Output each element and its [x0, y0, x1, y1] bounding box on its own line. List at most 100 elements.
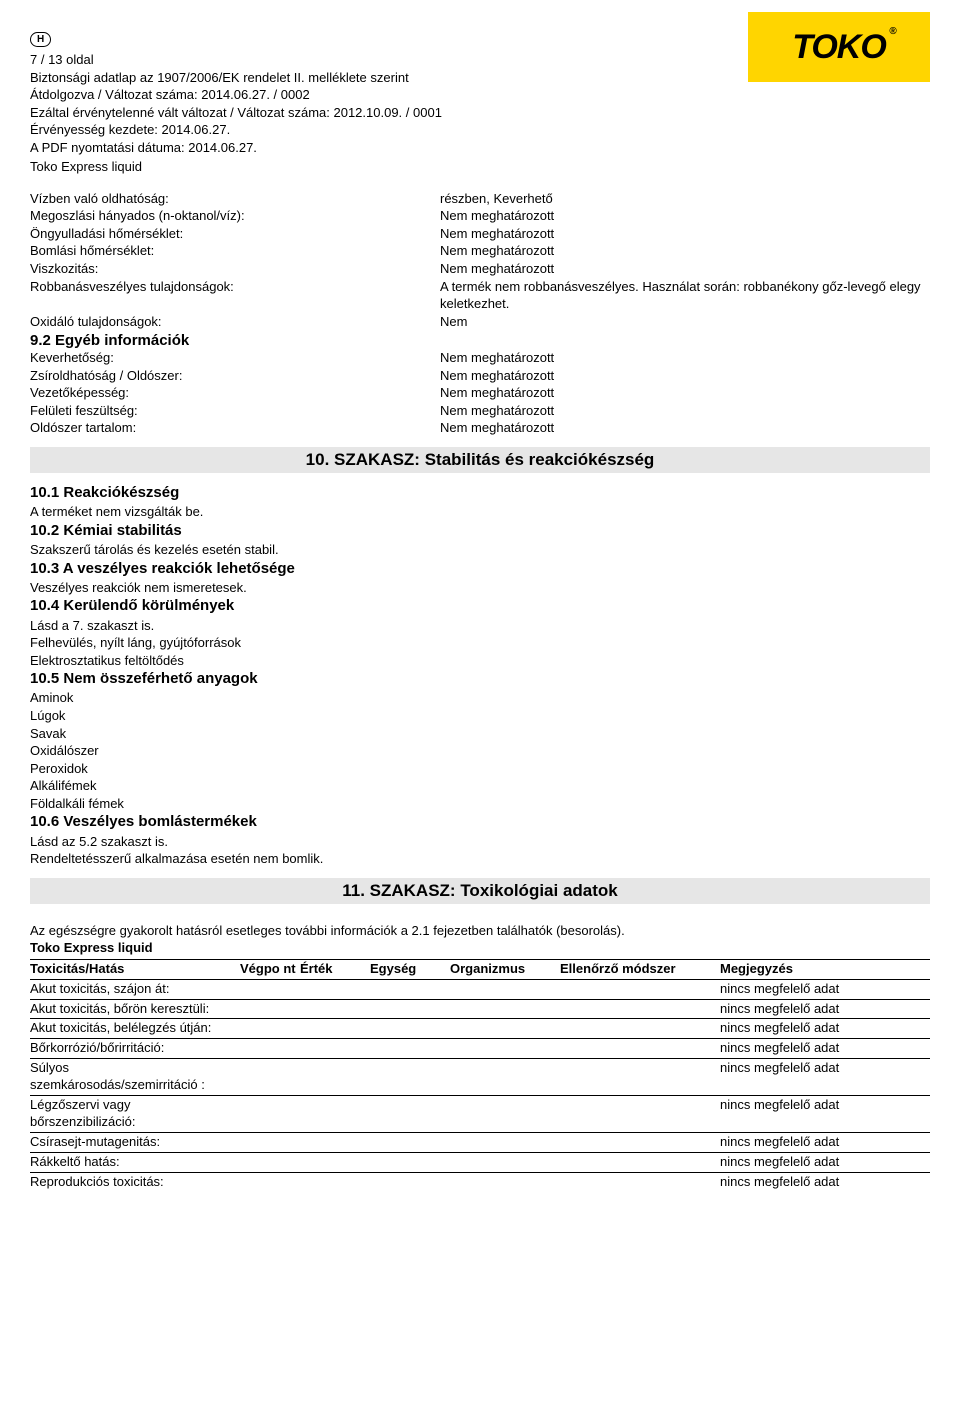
- table-cell: [300, 999, 370, 1019]
- properties-block-2: Keverhetőség:Nem meghatározottZsíroldhat…: [30, 349, 930, 437]
- body-line: Rendeltetésszerű alkalmazása esetén nem …: [30, 850, 930, 868]
- section-11-product: Toko Express liquid: [30, 939, 930, 957]
- table-cell: [240, 1039, 300, 1059]
- table-cell: [560, 1152, 720, 1172]
- table-cell: [450, 1132, 560, 1152]
- body-line: Felhevülés, nyílt láng, gyújtóforrások: [30, 634, 930, 652]
- header-line: Átdolgozva / Változat száma: 2014.06.27.…: [30, 86, 930, 104]
- property-row: Robbanásveszélyes tulajdonságok:A termék…: [30, 278, 930, 313]
- document-page: TOKO® H 7 / 13 oldal Biztonsági adatlap …: [0, 0, 960, 1221]
- table-row: Rákkeltő hatás: nincs megfelelő adat: [30, 1152, 930, 1172]
- table-header-cell: Egység: [370, 959, 450, 979]
- body-line: Földalkáli fémek: [30, 795, 930, 813]
- property-key: Öngyulladási hőmérséklet:: [30, 225, 440, 243]
- body-line: Lásd a 7. szakaszt is.: [30, 617, 930, 635]
- property-key: Zsíroldhatóság / Oldószer:: [30, 367, 440, 385]
- body-line: Veszélyes reakciók nem ismeretesek.: [30, 579, 930, 597]
- body-line: Alkálifémek: [30, 777, 930, 795]
- table-cell: [450, 1152, 560, 1172]
- table-header-cell: Megjegyzés: [720, 959, 930, 979]
- body-line: Elektrosztatikus feltöltődés: [30, 652, 930, 670]
- table-cell: [560, 1019, 720, 1039]
- table-cell: [240, 1172, 300, 1191]
- property-value: Nem meghatározott: [440, 349, 930, 367]
- property-row: Oldószer tartalom:Nem meghatározott: [30, 419, 930, 437]
- table-cell: nincs megfelelő adat: [720, 1152, 930, 1172]
- property-key: Robbanásveszélyes tulajdonságok:: [30, 278, 440, 313]
- table-cell: [370, 1019, 450, 1039]
- table-cell: [370, 1152, 450, 1172]
- table-cell: Bőrkorrózió/bőrirritáció:: [30, 1039, 240, 1059]
- table-row: Akut toxicitás, belélegzés útján:nincs m…: [30, 1019, 930, 1039]
- body-line: Savak: [30, 725, 930, 743]
- property-value: részben, Keverhető: [440, 190, 930, 208]
- table-cell: [560, 1095, 720, 1132]
- property-row: Zsíroldhatóság / Oldószer:Nem meghatároz…: [30, 367, 930, 385]
- logo-text: TOKO®: [792, 28, 886, 67]
- property-key: Felületi feszültség:: [30, 402, 440, 420]
- table-cell: [240, 1095, 300, 1132]
- property-key: Bomlási hőmérséklet:: [30, 242, 440, 260]
- table-cell: Rákkeltő hatás:: [30, 1152, 240, 1172]
- table-cell: [560, 1039, 720, 1059]
- table-header-row: Toxicitás/HatásVégpo ntÉrtékEgységOrgani…: [30, 959, 930, 979]
- table-cell: Akut toxicitás, bőrön keresztüli:: [30, 999, 240, 1019]
- table-cell: [450, 979, 560, 999]
- table-cell: [370, 1095, 450, 1132]
- table-row: Súlyos szemkárosodás/szemirritáció :ninc…: [30, 1059, 930, 1096]
- table-cell: [560, 999, 720, 1019]
- table-header-cell: Organizmus: [450, 959, 560, 979]
- section-10-subheading: 10.5 Nem összeférhető anyagok: [30, 669, 930, 689]
- table-header-cell: Ellenőrző módszer: [560, 959, 720, 979]
- table-cell: nincs megfelelő adat: [720, 1059, 930, 1096]
- property-row: Vezetőképesség:Nem meghatározott: [30, 384, 930, 402]
- table-cell: [240, 1019, 300, 1039]
- body-line: A terméket nem vizsgálták be.: [30, 503, 930, 521]
- table-cell: Akut toxicitás, szájon át:: [30, 979, 240, 999]
- toxicity-table: Toxicitás/HatásVégpo ntÉrtékEgységOrgani…: [30, 959, 930, 1192]
- property-row: Viszkozitás:Nem meghatározott: [30, 260, 930, 278]
- table-cell: [560, 1172, 720, 1191]
- property-row: Megoszlási hányados (n-oktanol/víz):Nem …: [30, 207, 930, 225]
- table-cell: [240, 1132, 300, 1152]
- property-value: Nem: [440, 313, 930, 331]
- brand-logo: TOKO®: [748, 12, 930, 82]
- table-cell: nincs megfelelő adat: [720, 1039, 930, 1059]
- table-cell: Légzőszervi vagy bőrszenzibilizáció:: [30, 1095, 240, 1132]
- property-key: Vízben való oldhatóság:: [30, 190, 440, 208]
- header-line: A PDF nyomtatási dátuma: 2014.06.27.: [30, 139, 930, 157]
- table-cell: [370, 1059, 450, 1096]
- subheading-9-2: 9.2 Egyéb információk: [30, 332, 930, 349]
- property-value: Nem meghatározott: [440, 402, 930, 420]
- table-cell: [450, 1095, 560, 1132]
- table-cell: [560, 1132, 720, 1152]
- property-value: Nem meghatározott: [440, 367, 930, 385]
- property-row: Keverhetőség:Nem meghatározott: [30, 349, 930, 367]
- property-key: Oldószer tartalom:: [30, 419, 440, 437]
- table-cell: [240, 979, 300, 999]
- property-row: Vízben való oldhatóság:részben, Keverhet…: [30, 190, 930, 208]
- property-value: Nem meghatározott: [440, 419, 930, 437]
- property-key: Viszkozitás:: [30, 260, 440, 278]
- section-10-subheading: 10.6 Veszélyes bomlástermékek: [30, 812, 930, 832]
- properties-block-1: Vízben való oldhatóság:részben, Keverhet…: [30, 190, 930, 330]
- property-key: Megoszlási hányados (n-oktanol/víz):: [30, 207, 440, 225]
- table-row: Bőrkorrózió/bőrirritáció: nincs megfelelő…: [30, 1039, 930, 1059]
- property-value: Nem meghatározott: [440, 384, 930, 402]
- table-cell: nincs megfelelő adat: [720, 979, 930, 999]
- table-cell: [300, 1152, 370, 1172]
- table-cell: [300, 1039, 370, 1059]
- table-cell: [300, 1172, 370, 1191]
- body-line: Peroxidok: [30, 760, 930, 778]
- table-cell: [240, 1152, 300, 1172]
- body-line: Lásd az 5.2 szakaszt is.: [30, 833, 930, 851]
- language-badge: H: [30, 32, 51, 47]
- property-value: Nem meghatározott: [440, 260, 930, 278]
- table-cell: [370, 979, 450, 999]
- property-row: Felületi feszültség:Nem meghatározott: [30, 402, 930, 420]
- table-cell: [450, 1059, 560, 1096]
- table-cell: [370, 1172, 450, 1191]
- table-cell: [240, 999, 300, 1019]
- section-10-title: 10. SZAKASZ: Stabilitás és reakciókészsé…: [30, 447, 930, 473]
- table-cell: nincs megfelelő adat: [720, 1019, 930, 1039]
